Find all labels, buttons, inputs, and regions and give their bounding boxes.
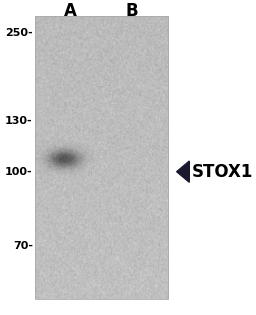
Text: 70-: 70-: [13, 241, 33, 251]
Text: 100-: 100-: [5, 167, 33, 177]
Text: B: B: [125, 2, 138, 20]
Text: A: A: [64, 2, 77, 20]
Bar: [35, 16, 168, 299]
Text: STOX1: STOX1: [191, 163, 253, 181]
Text: © ProSci Inc.: © ProSci Inc.: [63, 102, 126, 145]
Text: 250-: 250-: [5, 28, 33, 38]
Polygon shape: [177, 161, 189, 182]
Text: 130-: 130-: [5, 116, 33, 126]
